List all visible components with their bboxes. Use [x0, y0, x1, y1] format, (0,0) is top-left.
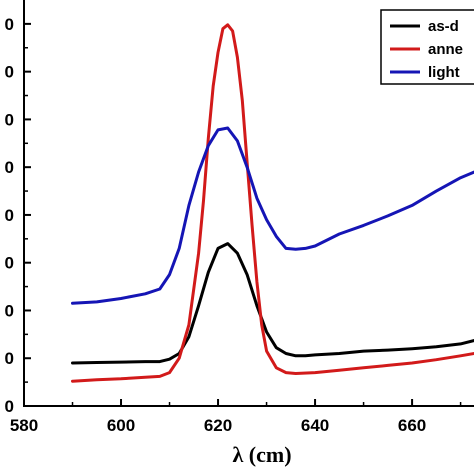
legend-label: light — [428, 64, 460, 81]
y-tick-label: 0 — [5, 15, 14, 34]
y-tick-label: 0 — [5, 206, 14, 225]
y-tick-label: 0 — [5, 349, 14, 368]
x-axis-title: λ (cm) — [232, 442, 291, 467]
y-tick-label: 0 — [5, 110, 14, 129]
series-line-as-d — [71, 242, 474, 365]
y-tick-label: 0 — [5, 254, 14, 273]
tick-layer: 580 600 620 640 660 0 0 0 0 0 0 0 0 0 — [5, 15, 462, 435]
y-tick-label: 0 — [5, 397, 14, 416]
plot-frame — [23, 0, 474, 407]
x-tick-label: 620 — [204, 416, 232, 435]
x-tick-label: 580 — [10, 416, 38, 435]
legend-label: as-d — [428, 18, 459, 35]
series-line-anne — [71, 23, 474, 383]
legend: as-d anne light — [380, 9, 474, 85]
y-tick-label: 0 — [5, 158, 14, 177]
legend-label: anne — [428, 41, 463, 58]
y-tick-label: 0 — [5, 301, 14, 320]
series-line-light — [71, 126, 474, 305]
y-tick-label: 0 — [5, 63, 14, 82]
series-layer — [71, 23, 474, 383]
x-tick-label: 640 — [301, 416, 329, 435]
x-tick-label: 660 — [398, 416, 426, 435]
x-tick-label: 600 — [107, 416, 135, 435]
